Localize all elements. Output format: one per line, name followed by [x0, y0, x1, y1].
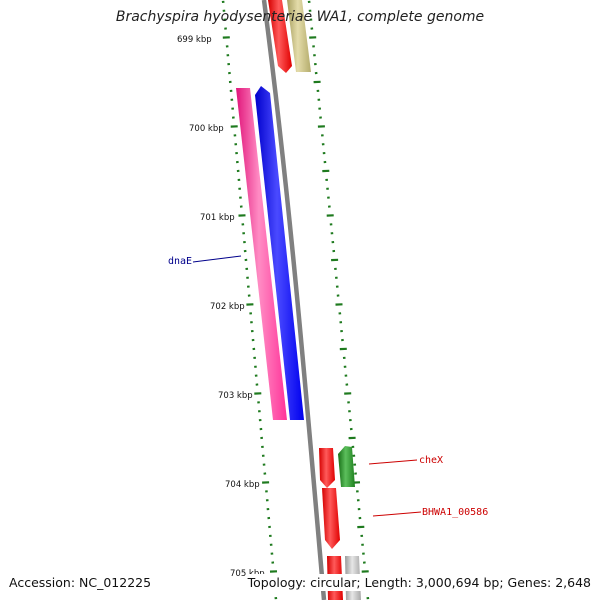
gene-cheX-red[interactable] [319, 448, 335, 488]
bhwa-leader-line [372, 511, 422, 517]
gene-khaki-top[interactable] [287, 0, 311, 72]
topology-text: Topology: circular; Length: 3,000,694 bp… [246, 574, 592, 591]
gene-bhwa-red[interactable] [322, 488, 340, 549]
gene-dnaE-magenta[interactable] [236, 88, 287, 420]
scale-label-700: 700 kbp [189, 124, 224, 134]
genome-backbone [261, 0, 327, 600]
gene-label-bhwa1-00586[interactable]: BHWA1_00586 [422, 507, 488, 518]
gene-label-dnaE[interactable]: dnaE [168, 256, 192, 267]
inner-scale-ticks [221, 0, 278, 600]
gene-dnaE-blue[interactable] [255, 86, 304, 420]
gene-cheX-green[interactable] [338, 446, 355, 487]
gene-red-top[interactable] [268, 0, 292, 73]
scale-label-704: 704 kbp [225, 480, 260, 490]
gene-label-cheX[interactable]: cheX [419, 455, 443, 466]
scale-label-703: 703 kbp [218, 391, 253, 401]
accession-text: Accession: NC_012225 [8, 574, 153, 591]
scale-label-699: 699 kbp [177, 35, 212, 45]
dnaE-leader-line [192, 255, 242, 263]
cheX-leader-line [368, 459, 418, 465]
scale-label-702: 702 kbp [210, 302, 245, 312]
scale-label-701: 701 kbp [200, 213, 235, 223]
map-title: Brachyspira hyodysenteriae WA1, complete… [115, 9, 485, 25]
outer-scale-ticks [307, 0, 370, 600]
